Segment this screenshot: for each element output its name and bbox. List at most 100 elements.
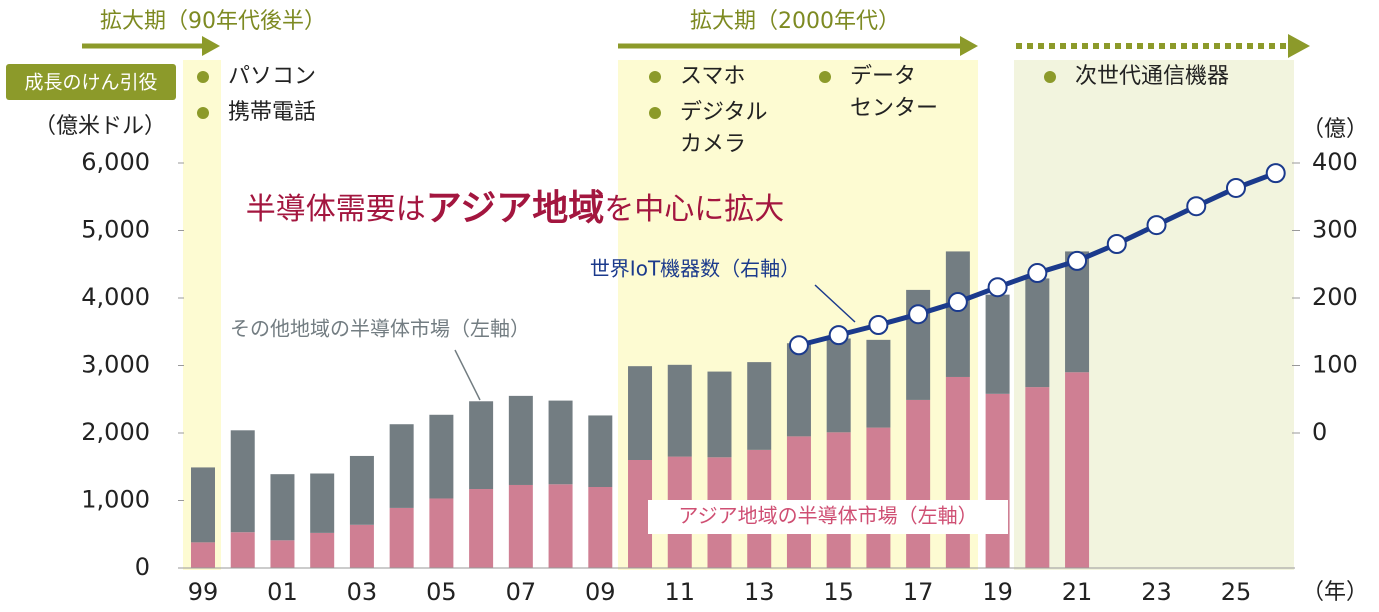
y-tick-label: 0 [135, 553, 150, 581]
period-item: 携帯電話 [228, 100, 316, 125]
series-annotation: 世界IoT機器数（右軸） [590, 257, 800, 281]
bar-segment [628, 366, 653, 460]
y-axis-label: （億米ドル） [34, 114, 166, 139]
bar-segment [985, 294, 1010, 394]
y2-tick-label: 0 [1312, 418, 1327, 446]
x-tick-label: 25 [1221, 578, 1252, 606]
arrow-head [960, 36, 978, 56]
y-tick-label: 4,000 [81, 283, 150, 311]
bar-segment [310, 532, 335, 568]
bar-segment [230, 430, 255, 533]
bullet [197, 107, 209, 119]
line-point [908, 304, 929, 325]
bar-segment [1065, 372, 1090, 568]
line-point [1146, 215, 1167, 236]
period-item: パソコン [228, 64, 316, 89]
bar-segment [945, 251, 970, 377]
bar-segment [1025, 387, 1050, 568]
bar-segment [429, 498, 454, 568]
bar-segment [1065, 251, 1090, 373]
line-point [868, 315, 889, 335]
bullet [197, 71, 209, 83]
bar-segment [349, 524, 374, 568]
badge [6, 64, 176, 100]
bar-segment [588, 415, 613, 487]
bar-segment [747, 362, 772, 450]
bar-segment [469, 401, 494, 490]
line-point [1027, 263, 1048, 284]
annotation-leader [454, 349, 481, 401]
line-point [788, 335, 809, 356]
y2-tick-label: 400 [1312, 148, 1358, 176]
bar-segment [191, 542, 215, 568]
bar-segment [588, 487, 613, 568]
bar-segment [707, 371, 732, 458]
x-tick-label: 15 [823, 578, 854, 606]
bar-segment [270, 474, 295, 541]
x-tick-label: 19 [982, 578, 1013, 606]
bar-segment [945, 376, 970, 568]
y-tick-label: 2,000 [81, 418, 150, 446]
bullet [1044, 71, 1056, 83]
x-tick-label: 17 [903, 578, 934, 606]
line-point [1225, 177, 1246, 198]
line-point [947, 292, 968, 313]
chart-title: 半導体需要はアジア地域を中心に拡大 [246, 188, 785, 229]
period-item: 次世代通信機器 [1075, 64, 1229, 89]
bar-segment [191, 467, 215, 543]
bullet [819, 71, 831, 83]
x-tick-label: 23 [1141, 578, 1172, 606]
y2-tick-label: 300 [1312, 216, 1358, 244]
x-tick-label: 05 [426, 578, 457, 606]
annotation-bg [648, 500, 1008, 534]
badge-text: 成長のけん引役 [24, 72, 157, 94]
bar-segment [786, 343, 811, 437]
bar-segment [389, 507, 414, 568]
title-part: アジア地域 [426, 188, 605, 229]
x-tick-label: 01 [267, 578, 298, 606]
title-part: 半導体需要は [246, 192, 426, 227]
bar-segment [548, 400, 573, 485]
period-item: データ [850, 64, 916, 89]
x-tick-label: 07 [506, 578, 537, 606]
period-item: スマホ [680, 64, 745, 89]
y-tick-label: 3,000 [81, 351, 150, 379]
line-point [987, 277, 1008, 298]
bar-segment [310, 473, 335, 533]
x-tick-label: 21 [1062, 578, 1093, 606]
arrow-head [1288, 34, 1310, 58]
y-tick-label: 5,000 [81, 216, 150, 244]
x-axis-label: （年） [1302, 580, 1368, 605]
period-item: センター [850, 96, 938, 121]
y-tick-label: 6,000 [81, 148, 150, 176]
bar-segment [826, 338, 851, 433]
x-tick-label: 03 [347, 578, 378, 606]
y-tick-label: 1,000 [81, 486, 150, 514]
period-label: 拡大期（2000年代） [690, 9, 900, 34]
period-item: カメラ [680, 132, 746, 157]
bar-segment [389, 424, 414, 508]
bar-segment [866, 427, 891, 568]
bullet [649, 107, 661, 119]
bar-segment [548, 484, 573, 568]
arrow-head [202, 36, 220, 56]
series-annotation: その他地域の半導体市場（左軸） [230, 317, 530, 341]
bar-segment [1025, 278, 1050, 388]
y2-axis-label: （億） [1302, 117, 1368, 142]
bar-segment [985, 393, 1010, 568]
bar-segment [906, 399, 931, 568]
annotation-leader [814, 284, 856, 323]
bar-segment [508, 395, 533, 485]
line-point [1067, 250, 1088, 271]
line-point [1106, 234, 1127, 254]
period-label: 拡大期（90年代後半） [100, 9, 326, 34]
bullet [649, 71, 661, 83]
bar-segment [667, 364, 692, 457]
y2-tick-label: 200 [1312, 283, 1358, 311]
title-part: を中心に拡大 [604, 192, 784, 227]
line-point [1265, 163, 1286, 184]
x-tick-label: 99 [188, 578, 219, 606]
bar-segment [866, 339, 891, 428]
bar-segment [270, 540, 295, 568]
bar-segment [349, 455, 374, 525]
